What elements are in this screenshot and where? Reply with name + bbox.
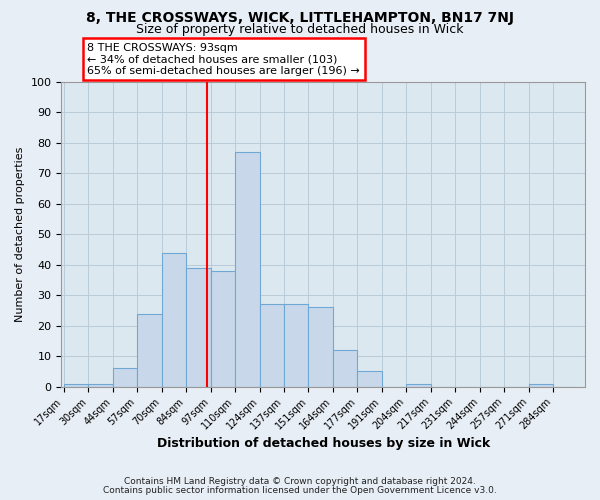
Bar (406, 384, 431, 386)
Bar (260, 304, 284, 386)
Text: Size of property relative to detached houses in Wick: Size of property relative to detached ho… (136, 22, 464, 36)
Bar (186, 268, 211, 386)
Bar (308, 308, 333, 386)
Bar (137, 314, 161, 386)
Bar (161, 252, 186, 386)
Text: Contains public sector information licensed under the Open Government Licence v3: Contains public sector information licen… (103, 486, 497, 495)
Bar (333, 350, 358, 387)
Bar (211, 271, 235, 386)
Bar (88, 384, 113, 386)
Bar (113, 368, 137, 386)
Bar (284, 304, 308, 386)
Bar (358, 372, 382, 386)
Bar (235, 152, 260, 386)
X-axis label: Distribution of detached houses by size in Wick: Distribution of detached houses by size … (157, 437, 490, 450)
Text: 8, THE CROSSWAYS, WICK, LITTLEHAMPTON, BN17 7NJ: 8, THE CROSSWAYS, WICK, LITTLEHAMPTON, B… (86, 11, 514, 25)
Bar (529, 384, 553, 386)
Bar (64, 384, 88, 386)
Text: Contains HM Land Registry data © Crown copyright and database right 2024.: Contains HM Land Registry data © Crown c… (124, 477, 476, 486)
Text: 8 THE CROSSWAYS: 93sqm
← 34% of detached houses are smaller (103)
65% of semi-de: 8 THE CROSSWAYS: 93sqm ← 34% of detached… (88, 42, 360, 76)
Y-axis label: Number of detached properties: Number of detached properties (15, 146, 25, 322)
